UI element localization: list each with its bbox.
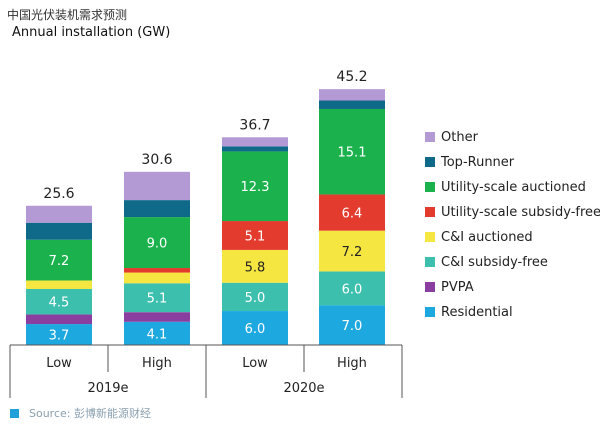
bar-segment-c-i-subsidy-free-3 (319, 271, 385, 306)
x-group-label: 2020e (283, 381, 324, 396)
x-group-label: 2019e (87, 381, 128, 396)
bar-segment-c-i-auctioned-1 (124, 272, 190, 284)
bar-segment-top-runner-0 (26, 222, 92, 240)
source-text: Source: 彭博新能源财经 (29, 407, 151, 420)
data-label: 5.1 (245, 229, 266, 244)
data-label: 6.0 (342, 282, 363, 297)
bar-total-label: 45.2 (336, 69, 367, 85)
chart-subtitle: Annual installation (GW) (12, 25, 171, 40)
bar-segment-utility-scale-subsidy-free-1 (124, 268, 190, 273)
x-tick-label: Low (46, 356, 72, 371)
bar-segment-top-runner-3 (319, 100, 385, 109)
data-label: 6.0 (245, 322, 266, 337)
bar-segment-utility-scale-auctioned-2 (222, 151, 288, 222)
legend-swatch (425, 282, 435, 292)
bar-segment-other-3 (319, 89, 385, 101)
legend-label: Residential (441, 305, 513, 320)
bar-segment-residential-2 (222, 311, 288, 345)
source-note: Source: 彭博新能源财经 (10, 405, 151, 421)
bar-segment-pvpa-0 (26, 314, 92, 325)
bar-segment-top-runner-1 (124, 200, 190, 218)
data-label: 5.1 (147, 292, 168, 307)
x-tick-label: Low (242, 356, 268, 371)
bar-segment-utility-scale-subsidy-free-2 (222, 221, 288, 250)
bar-segment-other-2 (222, 137, 288, 147)
bar-segment-utility-scale-auctioned-3 (319, 108, 385, 195)
legend-label: Top-Runner (440, 155, 515, 170)
legend-label: C&I auctioned (441, 230, 533, 245)
legend-label: C&I subsidy-free (441, 255, 548, 270)
bar-segment-other-1 (124, 171, 190, 201)
legend-label: Utility-scale auctioned (441, 180, 586, 195)
bar-segment-c-i-auctioned-0 (26, 280, 92, 289)
legend-swatch (425, 157, 435, 167)
data-label: 7.0 (342, 319, 363, 334)
bar-segment-utility-scale-auctioned-0 (26, 239, 92, 281)
category-axis: Low High Low High 2019e 2020e (9, 344, 403, 398)
bar-segment-residential-3 (319, 305, 385, 345)
bars-layer: 3.7 4.5 7.2 25.6 4.1 5.1 9.0 30.6 6.0 5.0 5.8 5.1 12… (26, 69, 385, 345)
x-tick-label: High (337, 356, 367, 371)
data-label: 15.1 (338, 146, 367, 161)
bar-segment-c-i-auctioned-3 (319, 230, 385, 272)
legend-swatch (425, 207, 435, 217)
data-label: 12.3 (241, 180, 270, 195)
x-tick-label: High (142, 356, 172, 371)
bar-segment-residential-0 (26, 324, 92, 345)
bar-segment-top-runner-2 (222, 146, 288, 152)
data-label: 7.2 (49, 254, 70, 269)
source-marker-icon (10, 408, 19, 418)
legend-label: Utility-scale subsidy-free (441, 205, 600, 220)
legend-label: Other (441, 130, 479, 145)
bar-segment-utility-scale-auctioned-1 (124, 217, 190, 269)
data-label: 4.5 (49, 296, 70, 311)
data-label: 9.0 (147, 237, 168, 252)
data-label: 7.2 (342, 245, 363, 260)
bar-total-label: 36.7 (239, 117, 270, 133)
bar-segment-c-i-auctioned-2 (222, 249, 288, 283)
bar-segment-c-i-subsidy-free-0 (26, 288, 92, 315)
bar-segment-utility-scale-subsidy-free-3 (319, 194, 385, 231)
legend-swatch (425, 307, 435, 317)
bar-total-label: 25.6 (43, 186, 74, 202)
legend-swatch (425, 182, 435, 192)
data-label: 5.8 (245, 260, 266, 275)
legend-label: PVPA (441, 280, 474, 295)
data-label: 6.4 (342, 207, 363, 222)
bar-total-label: 30.6 (141, 152, 172, 168)
bar-segment-other-0 (26, 205, 92, 223)
legend: Other Top-Runner Utility-scale auctioned Ut… (425, 130, 600, 320)
legend-swatch (425, 257, 435, 267)
data-label: 4.1 (147, 327, 168, 342)
bar-segment-c-i-subsidy-free-1 (124, 283, 190, 313)
legend-swatch (425, 232, 435, 242)
data-label: 5.0 (245, 291, 266, 306)
data-label: 3.7 (49, 329, 70, 344)
legend-swatch (425, 132, 435, 142)
chart-title: 中国光伏装机需求预测 (7, 8, 128, 22)
bar-segment-residential-1 (124, 321, 190, 345)
bar-segment-c-i-subsidy-free-2 (222, 282, 288, 312)
bar-segment-pvpa-1 (124, 312, 190, 322)
